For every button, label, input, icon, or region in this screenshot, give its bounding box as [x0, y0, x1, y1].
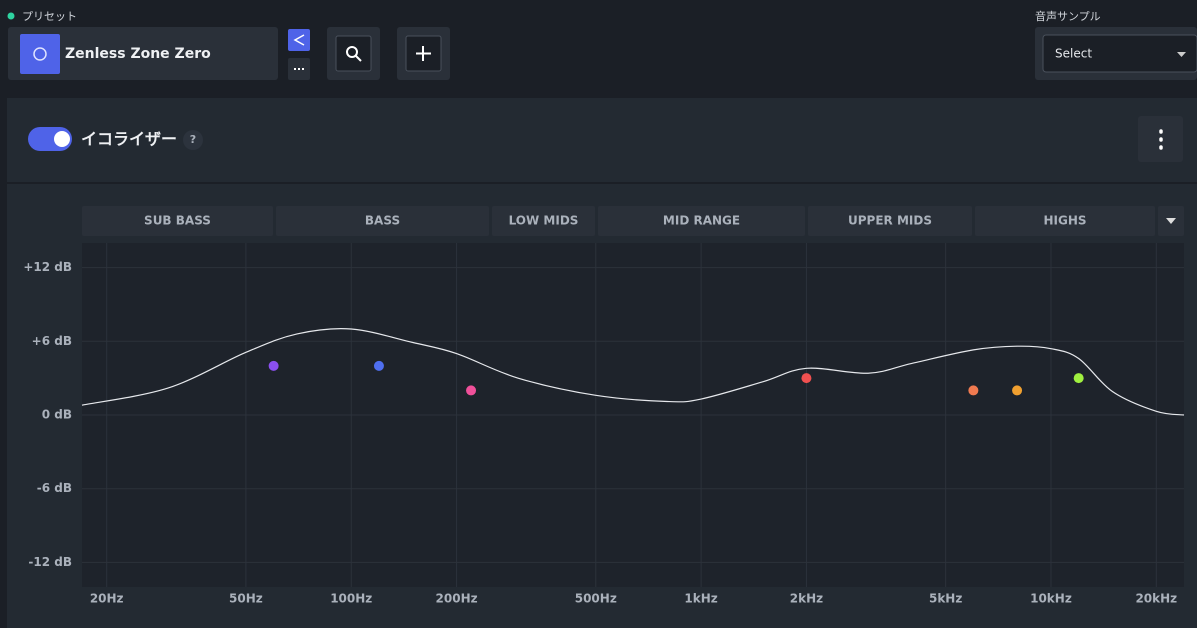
x-tick-label: 100Hz: [330, 592, 372, 606]
help-text: ?: [190, 133, 196, 146]
share-icon: [293, 34, 305, 46]
x-tick-label: 200Hz: [436, 592, 478, 606]
eq-point[interactable]: [801, 373, 812, 384]
x-tick-label: 500Hz: [575, 592, 617, 606]
x-tick-label: 2kHz: [790, 592, 823, 606]
eq-point[interactable]: [1012, 385, 1023, 396]
preset-card[interactable]: [8, 27, 278, 80]
band-header[interactable]: [82, 206, 273, 236]
band-label: BASS: [365, 214, 400, 228]
eq-title: イコライザー: [81, 130, 177, 149]
x-tick-label: 1kHz: [684, 592, 717, 606]
band-header[interactable]: [808, 206, 972, 236]
preset-label: プリセット: [22, 10, 77, 23]
y-tick-label: 0 dB: [42, 408, 72, 422]
band-dropdown-arrow: [1166, 218, 1176, 224]
band-label: LOW MIDS: [509, 214, 579, 228]
x-tick-label: 50Hz: [229, 592, 263, 606]
band-label: SUB BASS: [144, 214, 211, 228]
x-tick-label: 20Hz: [90, 592, 124, 606]
x-tick-label: 20kHz: [1135, 592, 1177, 606]
eq-point[interactable]: [268, 360, 279, 371]
sample-label: 音声サンプル: [1035, 9, 1101, 23]
band-header[interactable]: [492, 206, 595, 236]
y-tick-label: -12 dB: [28, 555, 72, 569]
band-header[interactable]: [598, 206, 805, 236]
toggle-knob: [54, 131, 70, 147]
band-label: HIGHS: [1043, 214, 1086, 228]
eq-point[interactable]: [968, 385, 979, 396]
preset-icon: [20, 34, 60, 74]
status-dot: [7, 12, 15, 20]
sample-select-text: Select: [1055, 47, 1092, 61]
select-arrow: [1177, 52, 1186, 57]
band-label: UPPER MIDS: [848, 214, 932, 228]
preset-icon-glyph: [33, 47, 47, 61]
help-badge[interactable]: [183, 130, 203, 150]
x-tick-label: 5kHz: [929, 592, 962, 606]
eq-point[interactable]: [1073, 373, 1084, 384]
share-button[interactable]: [288, 29, 310, 51]
add-icon: [416, 46, 431, 61]
y-tick-label: -6 dB: [37, 481, 72, 495]
preset-name: Zenless Zone Zero: [65, 46, 211, 62]
search-icon: [346, 46, 358, 58]
eq-point[interactable]: [373, 360, 384, 371]
eq-curve: [81, 328, 1185, 416]
search-icon-handle: [355, 55, 362, 62]
band-header[interactable]: [975, 206, 1155, 236]
x-tick-label: 10kHz: [1030, 592, 1072, 606]
y-tick-label: +12 dB: [23, 260, 72, 274]
search-box: [335, 35, 372, 72]
band-header[interactable]: [276, 206, 489, 236]
eq-point[interactable]: [466, 385, 477, 396]
y-tick-label: +6 dB: [32, 334, 72, 348]
band-label: MID RANGE: [663, 214, 740, 228]
sample-select[interactable]: [1042, 34, 1197, 73]
